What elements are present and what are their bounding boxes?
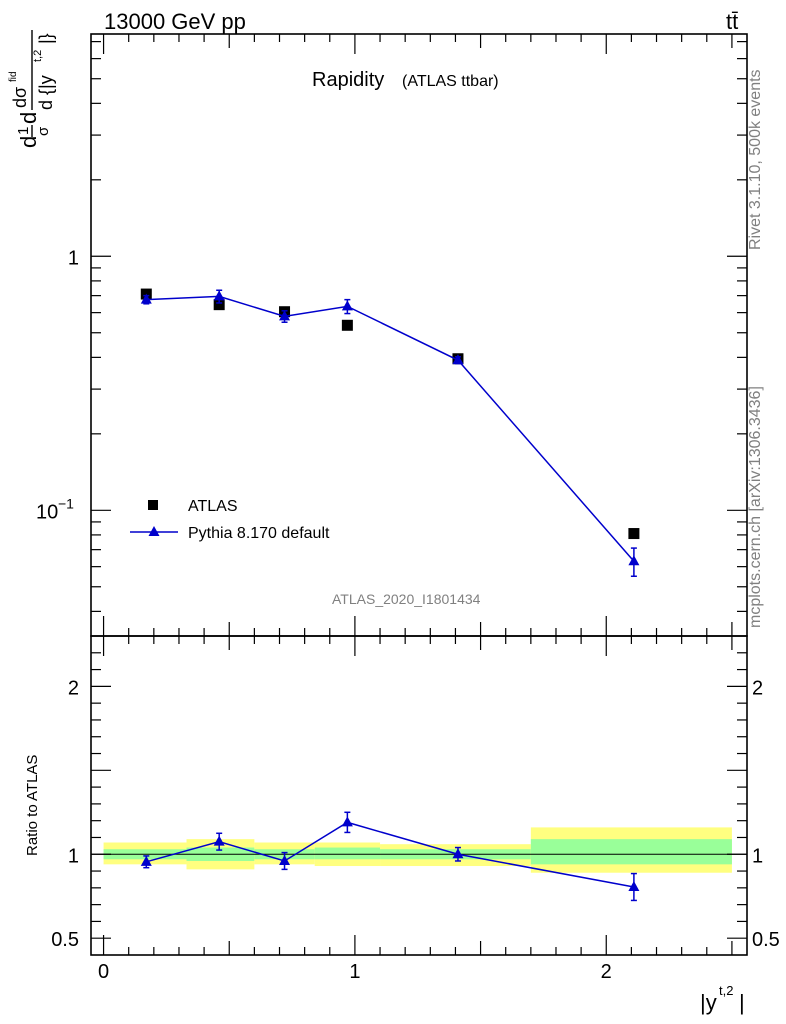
- main-y-tick-exp: −1: [58, 495, 74, 511]
- ratio-y-axis-label: Ratio to ATLAS: [24, 755, 41, 856]
- ratio-y-tick-label: 1: [68, 845, 79, 867]
- ratio-frame: [90, 635, 748, 956]
- ratio-mc-point: [628, 881, 640, 892]
- x-tick-label: 2: [601, 961, 612, 983]
- ylabel-fid: fid: [8, 71, 19, 82]
- rivet-label: Rivet 3.1.10, 500k events: [747, 69, 764, 250]
- ratio-mc-line: [146, 821, 635, 888]
- mcplots-url-label: mcplots.cern.ch [arXiv:1306.3436]: [747, 386, 764, 628]
- process-label: tt̄: [726, 9, 738, 34]
- x-tick-label: 0: [98, 961, 109, 983]
- data-point: [628, 528, 640, 540]
- legend-mc-marker: [148, 526, 160, 536]
- xlabel-left: |y: [700, 990, 717, 1015]
- ylabel-d2: d: [16, 112, 41, 124]
- mc-line: [146, 295, 635, 562]
- ylabel-dsigma: dσ: [10, 87, 30, 108]
- ratio-y-tick-label: 2: [68, 677, 79, 699]
- ratio-mc-point: [213, 835, 225, 846]
- ylabel-d: d: [16, 136, 41, 148]
- data-point: [341, 319, 353, 331]
- ratio-band-inner-5: [530, 839, 732, 865]
- legend-data-marker: [148, 500, 158, 510]
- xlabel-right: |: [739, 990, 745, 1015]
- ylabel-t2: t,2: [32, 50, 44, 62]
- mc-point: [140, 293, 152, 304]
- mc-point: [452, 354, 464, 365]
- ylabel-one: 1: [15, 127, 32, 135]
- ratio-y-tick-label: 0.5: [51, 929, 79, 951]
- ratio-mc-point: [341, 816, 353, 827]
- main-y-tick-label: 10: [36, 501, 58, 523]
- ylabel-sigma: σ: [35, 126, 52, 136]
- main-panel: 1 10 −1: [36, 33, 748, 637]
- chart-title: Rapidity: [312, 69, 384, 91]
- ylabel-dy: d {|y: [36, 75, 56, 110]
- main-y-axis-label: d 1 σ d dσ fid d {|y t,2 |}: [8, 30, 56, 148]
- ratio-mc-point: [452, 848, 464, 859]
- x-tick-label: 1: [349, 961, 360, 983]
- ratio-y-tick-label-right: 1: [752, 845, 763, 867]
- legend: ATLAS Pythia 8.170 default: [130, 498, 330, 542]
- main-y-tick-label: 1: [68, 247, 79, 269]
- energy-label: 13000 GeV pp: [104, 9, 246, 34]
- ratio-panel: 0 1 2 0.5 0.5 1 1 2 2: [51, 635, 780, 983]
- analysis-watermark: ATLAS_2020_I1801434: [332, 591, 481, 607]
- ylabel-close: |}: [36, 33, 56, 44]
- xlabel-sup: t,2: [719, 983, 733, 998]
- legend-data-label: ATLAS: [188, 498, 238, 515]
- ratio-mc-point: [140, 855, 152, 866]
- mc-point: [628, 555, 640, 566]
- legend-mc-label: Pythia 8.170 default: [188, 525, 330, 542]
- mc-point: [341, 300, 353, 311]
- ratio-y-tick-label-right: 2: [752, 677, 763, 699]
- ratio-band-inner-3: [314, 847, 381, 860]
- mc-point: [279, 310, 291, 321]
- main-frame: [90, 33, 748, 637]
- ratio-y-tick-label-right: 0.5: [752, 929, 780, 951]
- chart-subtitle: (ATLAS ttbar): [402, 73, 499, 90]
- ratio-mc-point: [279, 854, 291, 865]
- mc-point: [213, 290, 225, 301]
- data-point: [213, 299, 225, 311]
